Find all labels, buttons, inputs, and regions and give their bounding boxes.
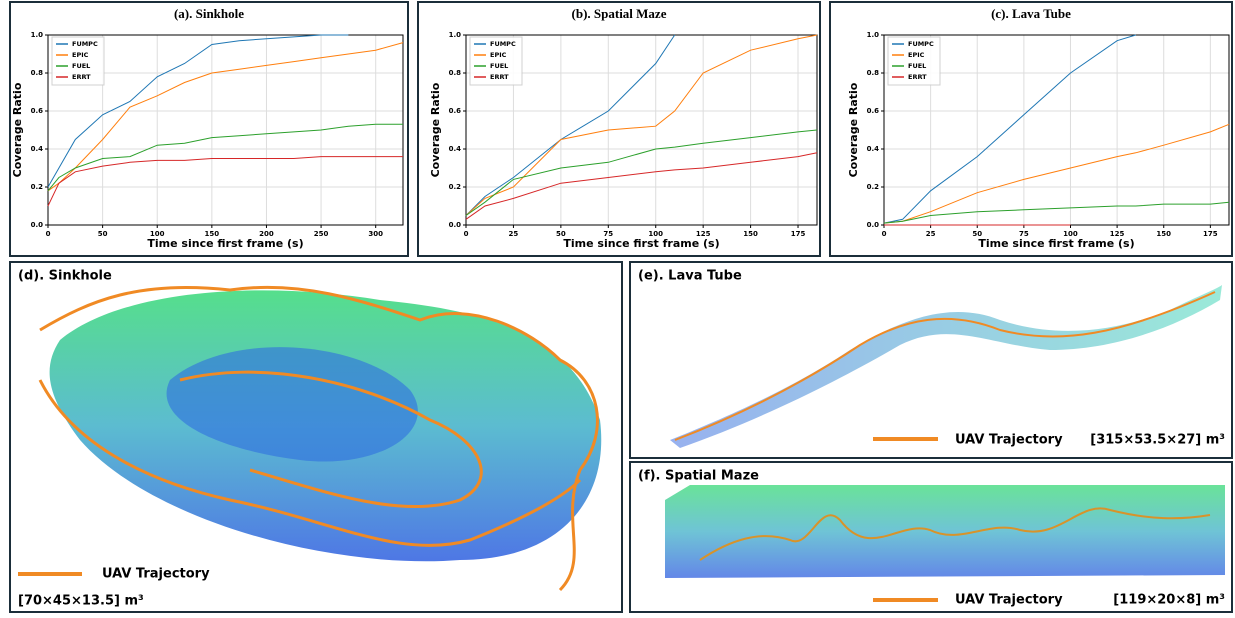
series-line — [48, 124, 403, 191]
size-label: [315×53.5×27] m³ — [1090, 433, 1225, 448]
y-axis-label: Coverage Ratio — [429, 82, 442, 177]
x-tick-label: 125 — [1110, 230, 1125, 238]
legend-label: FUEL — [72, 62, 90, 70]
x-tick-label: 0 — [46, 230, 51, 238]
y-tick-label: 0.2 — [31, 183, 44, 191]
legend-label: FUEL — [908, 62, 926, 70]
y-tick-label: 0.6 — [867, 107, 880, 115]
legend-label: UAV Trajectory — [955, 593, 1063, 608]
x-tick-label: 25 — [509, 230, 519, 238]
y-axis-label: Coverage Ratio — [847, 82, 860, 177]
sinkhole-render — [40, 287, 601, 590]
legend-label: UAV Trajectory — [955, 433, 1063, 448]
x-tick-label: 250 — [314, 230, 329, 238]
y-tick-label: 0.0 — [449, 221, 462, 229]
legend-label: ERRT — [490, 73, 509, 81]
series-line — [466, 153, 817, 220]
legend-label: ERRT — [908, 73, 927, 81]
y-tick-label: 0.8 — [867, 69, 880, 77]
size-label: [70×45×13.5] m³ — [18, 594, 144, 609]
x-tick-label: 300 — [368, 230, 383, 238]
legend-label: FUEL — [490, 62, 508, 70]
lava-tube-render — [670, 285, 1222, 448]
series-line — [48, 157, 403, 206]
x-tick-label: 125 — [696, 230, 711, 238]
x-axis-label: Time since first frame (s) — [147, 237, 303, 250]
y-tick-label: 0.2 — [449, 183, 462, 191]
x-tick-label: 150 — [205, 230, 220, 238]
x-axis-label: Time since first frame (s) — [563, 237, 719, 250]
legend-label: FUMPC — [490, 40, 516, 48]
x-tick-label: 75 — [603, 230, 613, 238]
legend-label: EPIC — [908, 51, 925, 59]
x-tick-label: 100 — [1063, 230, 1078, 238]
y-tick-label: 0.4 — [31, 145, 44, 153]
y-tick-label: 0.6 — [449, 107, 462, 115]
x-tick-label: 100 — [150, 230, 165, 238]
legend-label: EPIC — [72, 51, 89, 59]
y-tick-label: 1.0 — [449, 31, 462, 39]
legend-label: FUMPC — [72, 40, 98, 48]
figure: (d). Sinkhole UAV Trajectory [70×45×13.5… — [0, 0, 1235, 614]
x-tick-label: 150 — [743, 230, 758, 238]
x-tick-label: 150 — [1156, 230, 1171, 238]
y-tick-label: 1.0 — [31, 31, 44, 39]
maze-render — [665, 485, 1225, 600]
legend-label: UAV Trajectory — [102, 567, 210, 582]
y-tick-label: 0.8 — [449, 69, 462, 77]
size-label: [119×20×8] m³ — [1113, 593, 1225, 608]
x-tick-label: 75 — [1019, 230, 1029, 238]
x-tick-label: 100 — [648, 230, 663, 238]
panel-label: (d). Sinkhole — [18, 269, 112, 284]
x-tick-label: 25 — [926, 230, 936, 238]
x-tick-label: 0 — [882, 230, 887, 238]
x-tick-label: 175 — [1203, 230, 1218, 238]
legend-label: ERRT — [72, 73, 91, 81]
y-axis-label: Coverage Ratio — [11, 82, 24, 177]
y-tick-label: 0.0 — [31, 221, 44, 229]
y-tick-label: 0.4 — [449, 145, 462, 153]
panel-label: (f). Spatial Maze — [638, 469, 759, 484]
y-tick-label: 0.8 — [31, 69, 44, 77]
x-tick-label: 175 — [791, 230, 806, 238]
x-tick-label: 0 — [464, 230, 469, 238]
y-tick-label: 0.4 — [867, 145, 880, 153]
chart-title: (c). Lava Tube — [991, 6, 1071, 21]
y-tick-label: 0.6 — [31, 107, 44, 115]
y-tick-label: 0.0 — [867, 221, 880, 229]
x-tick-label: 50 — [556, 230, 566, 238]
y-tick-label: 1.0 — [867, 31, 880, 39]
x-tick-label: 50 — [972, 230, 982, 238]
panel-label: (e). Lava Tube — [638, 269, 742, 284]
chart-title: (b). Spatial Maze — [572, 6, 667, 21]
chart-title: (a). Sinkhole — [174, 6, 244, 21]
series-line — [884, 202, 1229, 223]
y-tick-label: 0.2 — [867, 183, 880, 191]
x-axis-label: Time since first frame (s) — [978, 237, 1134, 250]
x-tick-label: 50 — [98, 230, 108, 238]
legend-label: EPIC — [490, 51, 507, 59]
legend-label: FUMPC — [908, 40, 934, 48]
x-tick-label: 200 — [259, 230, 274, 238]
